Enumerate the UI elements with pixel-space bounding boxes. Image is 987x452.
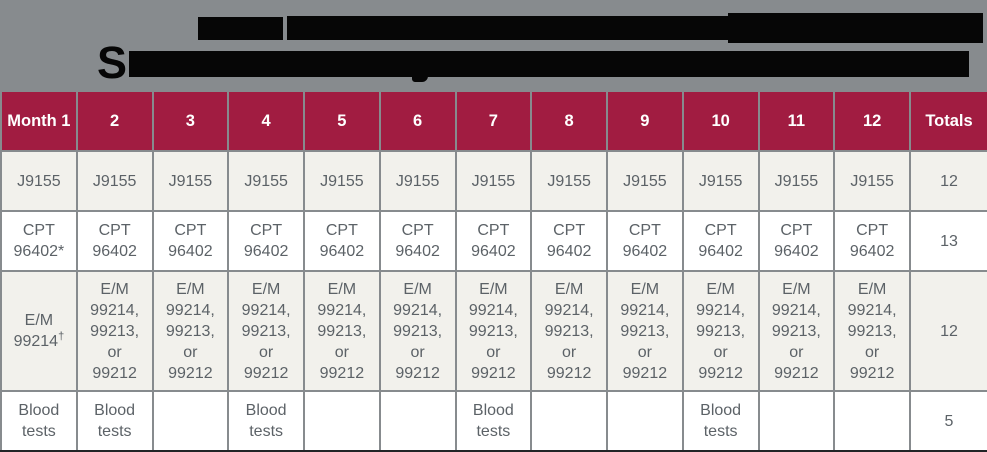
table-cell: CPT 96402 <box>227 210 305 272</box>
table-cell: CPT 96402 <box>378 210 457 272</box>
table-row-em: E/M 99214† E/M 99214, 99213, or 99212 E/M… <box>0 270 987 392</box>
dagger-footnote-mark: † <box>58 330 65 343</box>
total-cell: 12 <box>909 150 987 212</box>
table-cell: Blood tests <box>454 390 533 452</box>
table-cell: E/M 99214, 99213, or 99212 <box>378 270 457 392</box>
table-cell: CPT 96402 <box>151 210 230 272</box>
table-cell: J9155 <box>757 150 836 212</box>
table-cell <box>378 390 457 452</box>
table-cell: E/M 99214, 99213, or 99212 <box>227 270 305 392</box>
column-header-month9: 9 <box>606 90 684 152</box>
table-cell: CPT 96402 <box>75 210 154 272</box>
table-cell: CPT 96402 <box>606 210 684 272</box>
table-cell <box>151 390 230 452</box>
table-cell: E/M 99214, 99213, or 99212 <box>303 270 381 392</box>
table-cell <box>757 390 836 452</box>
column-header-month2: 2 <box>75 90 154 152</box>
table-cell: J9155 <box>833 150 911 212</box>
table-cell: E/M 99214, 99213, or 99212 <box>530 270 608 392</box>
table-cell: J9155 <box>303 150 381 212</box>
column-header-month4: 4 <box>227 90 305 152</box>
table-cell: J9155 <box>530 150 608 212</box>
column-header-month5: 5 <box>303 90 381 152</box>
table-cell: J9155 <box>606 150 684 212</box>
column-header-month11: 11 <box>757 90 836 152</box>
table-cell: CPT 96402 <box>530 210 608 272</box>
table-cell: CPT 96402* <box>0 210 78 272</box>
table-cell: E/M 99214, 99213, or 99212 <box>75 270 154 392</box>
table-row-blood-tests: Blood tests Blood tests Blood tests Bloo… <box>0 390 987 452</box>
table-cell <box>530 390 608 452</box>
table-cell: J9155 <box>75 150 154 212</box>
column-header-month10: 10 <box>681 90 760 152</box>
redaction-bar-line2 <box>129 51 969 77</box>
table-cell <box>606 390 684 452</box>
redacted-document-title: S <box>0 0 987 90</box>
table-row-jcode: J9155 J9155 J9155 J9155 J9155 J9155 J915… <box>0 150 987 212</box>
column-header-month1: Month 1 <box>0 90 78 152</box>
table-cell: CPT 96402 <box>454 210 533 272</box>
table-cell: Blood tests <box>227 390 305 452</box>
table-cell: Blood tests <box>681 390 760 452</box>
column-header-month8: 8 <box>530 90 608 152</box>
table-cell: E/M 99214, 99213, or 99212 <box>681 270 760 392</box>
table-cell: J9155 <box>151 150 230 212</box>
column-header-month7: 7 <box>454 90 533 152</box>
table-cell: J9155 <box>681 150 760 212</box>
table-cell: CPT 96402 <box>681 210 760 272</box>
table-cell: J9155 <box>378 150 457 212</box>
table-cell <box>833 390 911 452</box>
header-row: Month 1 2 3 4 5 6 7 8 9 10 11 12 Totals <box>0 90 987 152</box>
table-cell: E/M 99214, 99213, or 99212 <box>454 270 533 392</box>
redaction-bar-line2-descender <box>412 74 428 82</box>
table-cell: J9155 <box>454 150 533 212</box>
table-cell: CPT 96402 <box>303 210 381 272</box>
table-row-cpt: CPT 96402* CPT 96402 CPT 96402 CPT 96402… <box>0 210 987 272</box>
table-cell: J9155 <box>227 150 305 212</box>
total-cell: 5 <box>909 390 987 452</box>
table-cell: E/M 99214, 99213, or 99212 <box>833 270 911 392</box>
table-cell: Blood tests <box>0 390 78 452</box>
table-cell: CPT 96402 <box>833 210 911 272</box>
redaction-bar-line1-c <box>728 13 983 43</box>
column-header-totals: Totals <box>909 90 987 152</box>
total-cell: 13 <box>909 210 987 272</box>
table-cell: E/M 99214, 99213, or 99212 <box>606 270 684 392</box>
table-cell: E/M 99214, 99213, or 99212 <box>757 270 836 392</box>
column-header-month12: 12 <box>833 90 911 152</box>
table-cell: E/M 99214, 99213, or 99212 <box>151 270 230 392</box>
total-cell: 12 <box>909 270 987 392</box>
table-cell: CPT 96402 <box>757 210 836 272</box>
table-cell: Blood tests <box>75 390 154 452</box>
table-cell <box>303 390 381 452</box>
redaction-bar-line1-a <box>198 17 283 40</box>
title-visible-letter: S <box>97 37 128 88</box>
table-cell: J9155 <box>0 150 78 212</box>
billing-schedule-table: Month 1 2 3 4 5 6 7 8 9 10 11 12 Totals … <box>0 90 987 452</box>
table-cell-em-month1: E/M 99214† <box>0 270 78 392</box>
redaction-bar-line1-b <box>287 16 728 40</box>
column-header-month6: 6 <box>378 90 457 152</box>
column-header-month3: 3 <box>151 90 230 152</box>
